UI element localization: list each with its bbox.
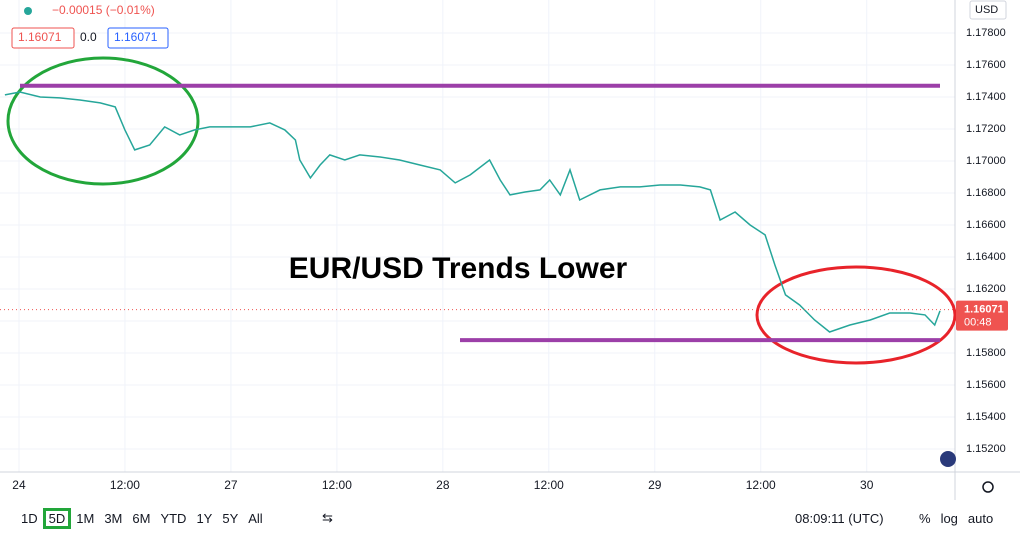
currency: USD [975, 4, 998, 16]
range-bar: 1D 5D 1M 3M 6M YTD 1Y 5Y All [16, 500, 268, 536]
y-tick-label: 1.16800 [966, 187, 1006, 199]
y-tick-label: 1.15200 [966, 443, 1006, 455]
x-tick-label: 30 [860, 478, 874, 492]
status-dot [24, 7, 32, 15]
ask: 1.16071 [114, 30, 158, 44]
compare-icon[interactable]: ⇆ [322, 510, 333, 525]
y-tick-label: 1.16400 [966, 251, 1006, 263]
option-button[interactable]: % [919, 510, 931, 526]
change: −0.00015 (−0.01%) [52, 3, 155, 17]
range-button[interactable]: 3M [104, 510, 123, 526]
spread: 0.0 [80, 30, 97, 44]
clock-text: 08:09:11 (UTC) [795, 510, 884, 526]
range-button[interactable]: YTD [160, 510, 187, 526]
y-tick-label: 1.17400 [966, 91, 1006, 103]
y-tick-label: 1.16600 [966, 219, 1006, 231]
clock: 08:09:11 (UTC) [790, 500, 889, 536]
range-button[interactable]: 5Y [222, 510, 239, 526]
bid: 1.16071 [18, 30, 62, 44]
range-button[interactable]: All [248, 510, 263, 526]
x-tick-label: 27 [224, 478, 238, 492]
x-tick-label: 24 [12, 478, 26, 492]
annotation-ellipse [755, 265, 957, 365]
settings-icon[interactable] [982, 481, 994, 493]
y-tick-label: 1.17600 [966, 59, 1006, 71]
option-button[interactable]: log [940, 510, 958, 526]
chart: −0.00015 (−0.01%) 1.16071 0.0 1.16071 US… [0, 0, 1020, 500]
option-button[interactable]: auto [967, 510, 994, 526]
x-tick-label: 28 [436, 478, 450, 492]
x-tick-label: 29 [648, 478, 662, 492]
x-tick-label: 12:00 [110, 478, 140, 492]
range-button[interactable]: 1M [76, 510, 95, 526]
last-price-label: 1.16071 [964, 304, 1004, 316]
x-tick-label: 12:00 [746, 478, 776, 492]
y-tick-label: 1.17000 [966, 155, 1006, 167]
countdown: 00:48 [964, 317, 992, 329]
x-tick-label: 12:00 [534, 478, 564, 492]
y-tick-label: 1.16200 [966, 283, 1006, 295]
range-button[interactable]: 6M [132, 510, 151, 526]
y-tick-label: 1.15400 [966, 411, 1006, 423]
last-price-tag [956, 300, 1008, 331]
price-line [4, 91, 941, 333]
x-tick-label: 12:00 [322, 478, 352, 492]
range-button[interactable]: 1D [21, 510, 38, 526]
annotation-ellipse [6, 56, 200, 186]
y-tick-label: 1.17200 [966, 123, 1006, 135]
chart-title: EUR/USD Trends Lower [289, 252, 628, 285]
y-tick-label: 1.17800 [966, 27, 1006, 39]
ask-box[interactable] [107, 27, 169, 49]
currency-button[interactable] [969, 0, 1007, 20]
y-tick-label: 1.15800 [966, 347, 1006, 359]
range-button[interactable]: 5D [42, 507, 72, 529]
logo [940, 451, 956, 467]
range-button[interactable]: 1Y [196, 510, 213, 526]
bid-box[interactable] [11, 27, 75, 49]
options: % log auto [914, 500, 998, 536]
y-tick-label: 1.15600 [966, 379, 1006, 391]
